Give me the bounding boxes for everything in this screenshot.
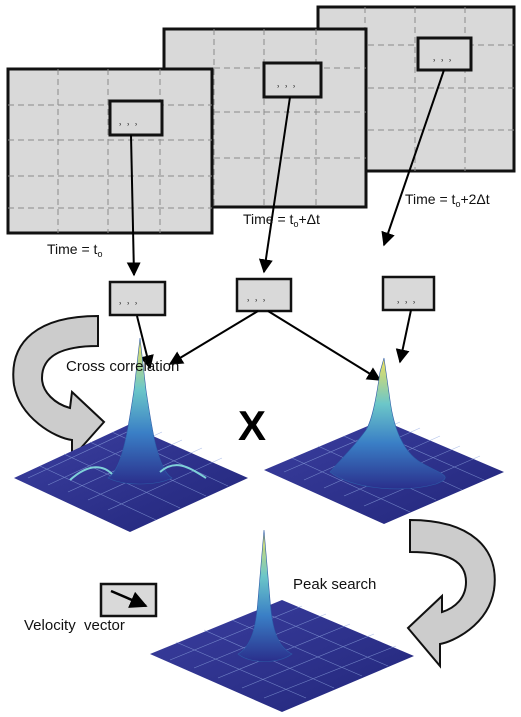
correlation-arrows: [136, 309, 412, 381]
extracted-window-t0: ˒ ˒ ˒: [108, 280, 167, 317]
correlation-map-left: [14, 337, 248, 532]
velocity-vector-box: [99, 582, 158, 618]
time-label-t1-prefix: Time = t: [243, 211, 294, 227]
multiply-symbol: X: [238, 402, 266, 449]
interrogation-window-t1: [262, 61, 323, 99]
velocity-vector-label: Velocity vector: [24, 617, 125, 634]
curved-arrow-left: [12, 314, 106, 461]
svg-text:˒ ˒ ˒: ˒ ˒ ˒: [396, 292, 416, 307]
image-frame-t0: ˒ ˒ ˒: [6, 67, 214, 235]
time-label-t0-prefix: Time = t: [47, 241, 98, 257]
time-label-t2-prefix: Time = t: [405, 191, 456, 207]
svg-text:˒ ˒ ˒: ˒ ˒ ˒: [118, 293, 138, 308]
interrogation-window-t0: [108, 99, 164, 137]
extraction-arrows: [126, 69, 445, 277]
cross-correlation-label: Cross correlation: [66, 358, 180, 375]
extracted-window-t2: ˒ ˒ ˒: [381, 275, 436, 312]
time-label-t1: Time = to+Δt: [243, 212, 320, 229]
curved-arrow-right: [406, 518, 496, 669]
time-label-t1-suffix: +Δt: [298, 211, 320, 227]
svg-text:˒ ˒ ˒: ˒ ˒ ˒: [276, 76, 296, 91]
time-label-t0-sub: o: [97, 249, 103, 259]
svg-text:˒ ˒ ˒: ˒ ˒ ˒: [118, 114, 138, 129]
time-label-t2: Time = to+2Δt: [405, 192, 490, 209]
svg-text:˒ ˒ ˒: ˒ ˒ ˒: [432, 50, 452, 65]
correlation-map-right: [264, 357, 504, 524]
time-label-t1-sub: o: [293, 219, 299, 229]
svg-text:˒ ˒ ˒: ˒ ˒ ˒: [246, 290, 266, 305]
velocity-arrow-icon: [110, 589, 148, 608]
interrogation-window-t2: [416, 36, 473, 72]
time-label-t0: Time = to: [47, 242, 102, 259]
time-label-t2-suffix: +2Δt: [460, 191, 490, 207]
peak-map: [150, 529, 414, 712]
peak-search-label: Peak search: [293, 576, 377, 593]
extracted-window-t1: ˒ ˒ ˒: [235, 277, 293, 313]
time-label-t2-sub: o: [455, 199, 461, 209]
